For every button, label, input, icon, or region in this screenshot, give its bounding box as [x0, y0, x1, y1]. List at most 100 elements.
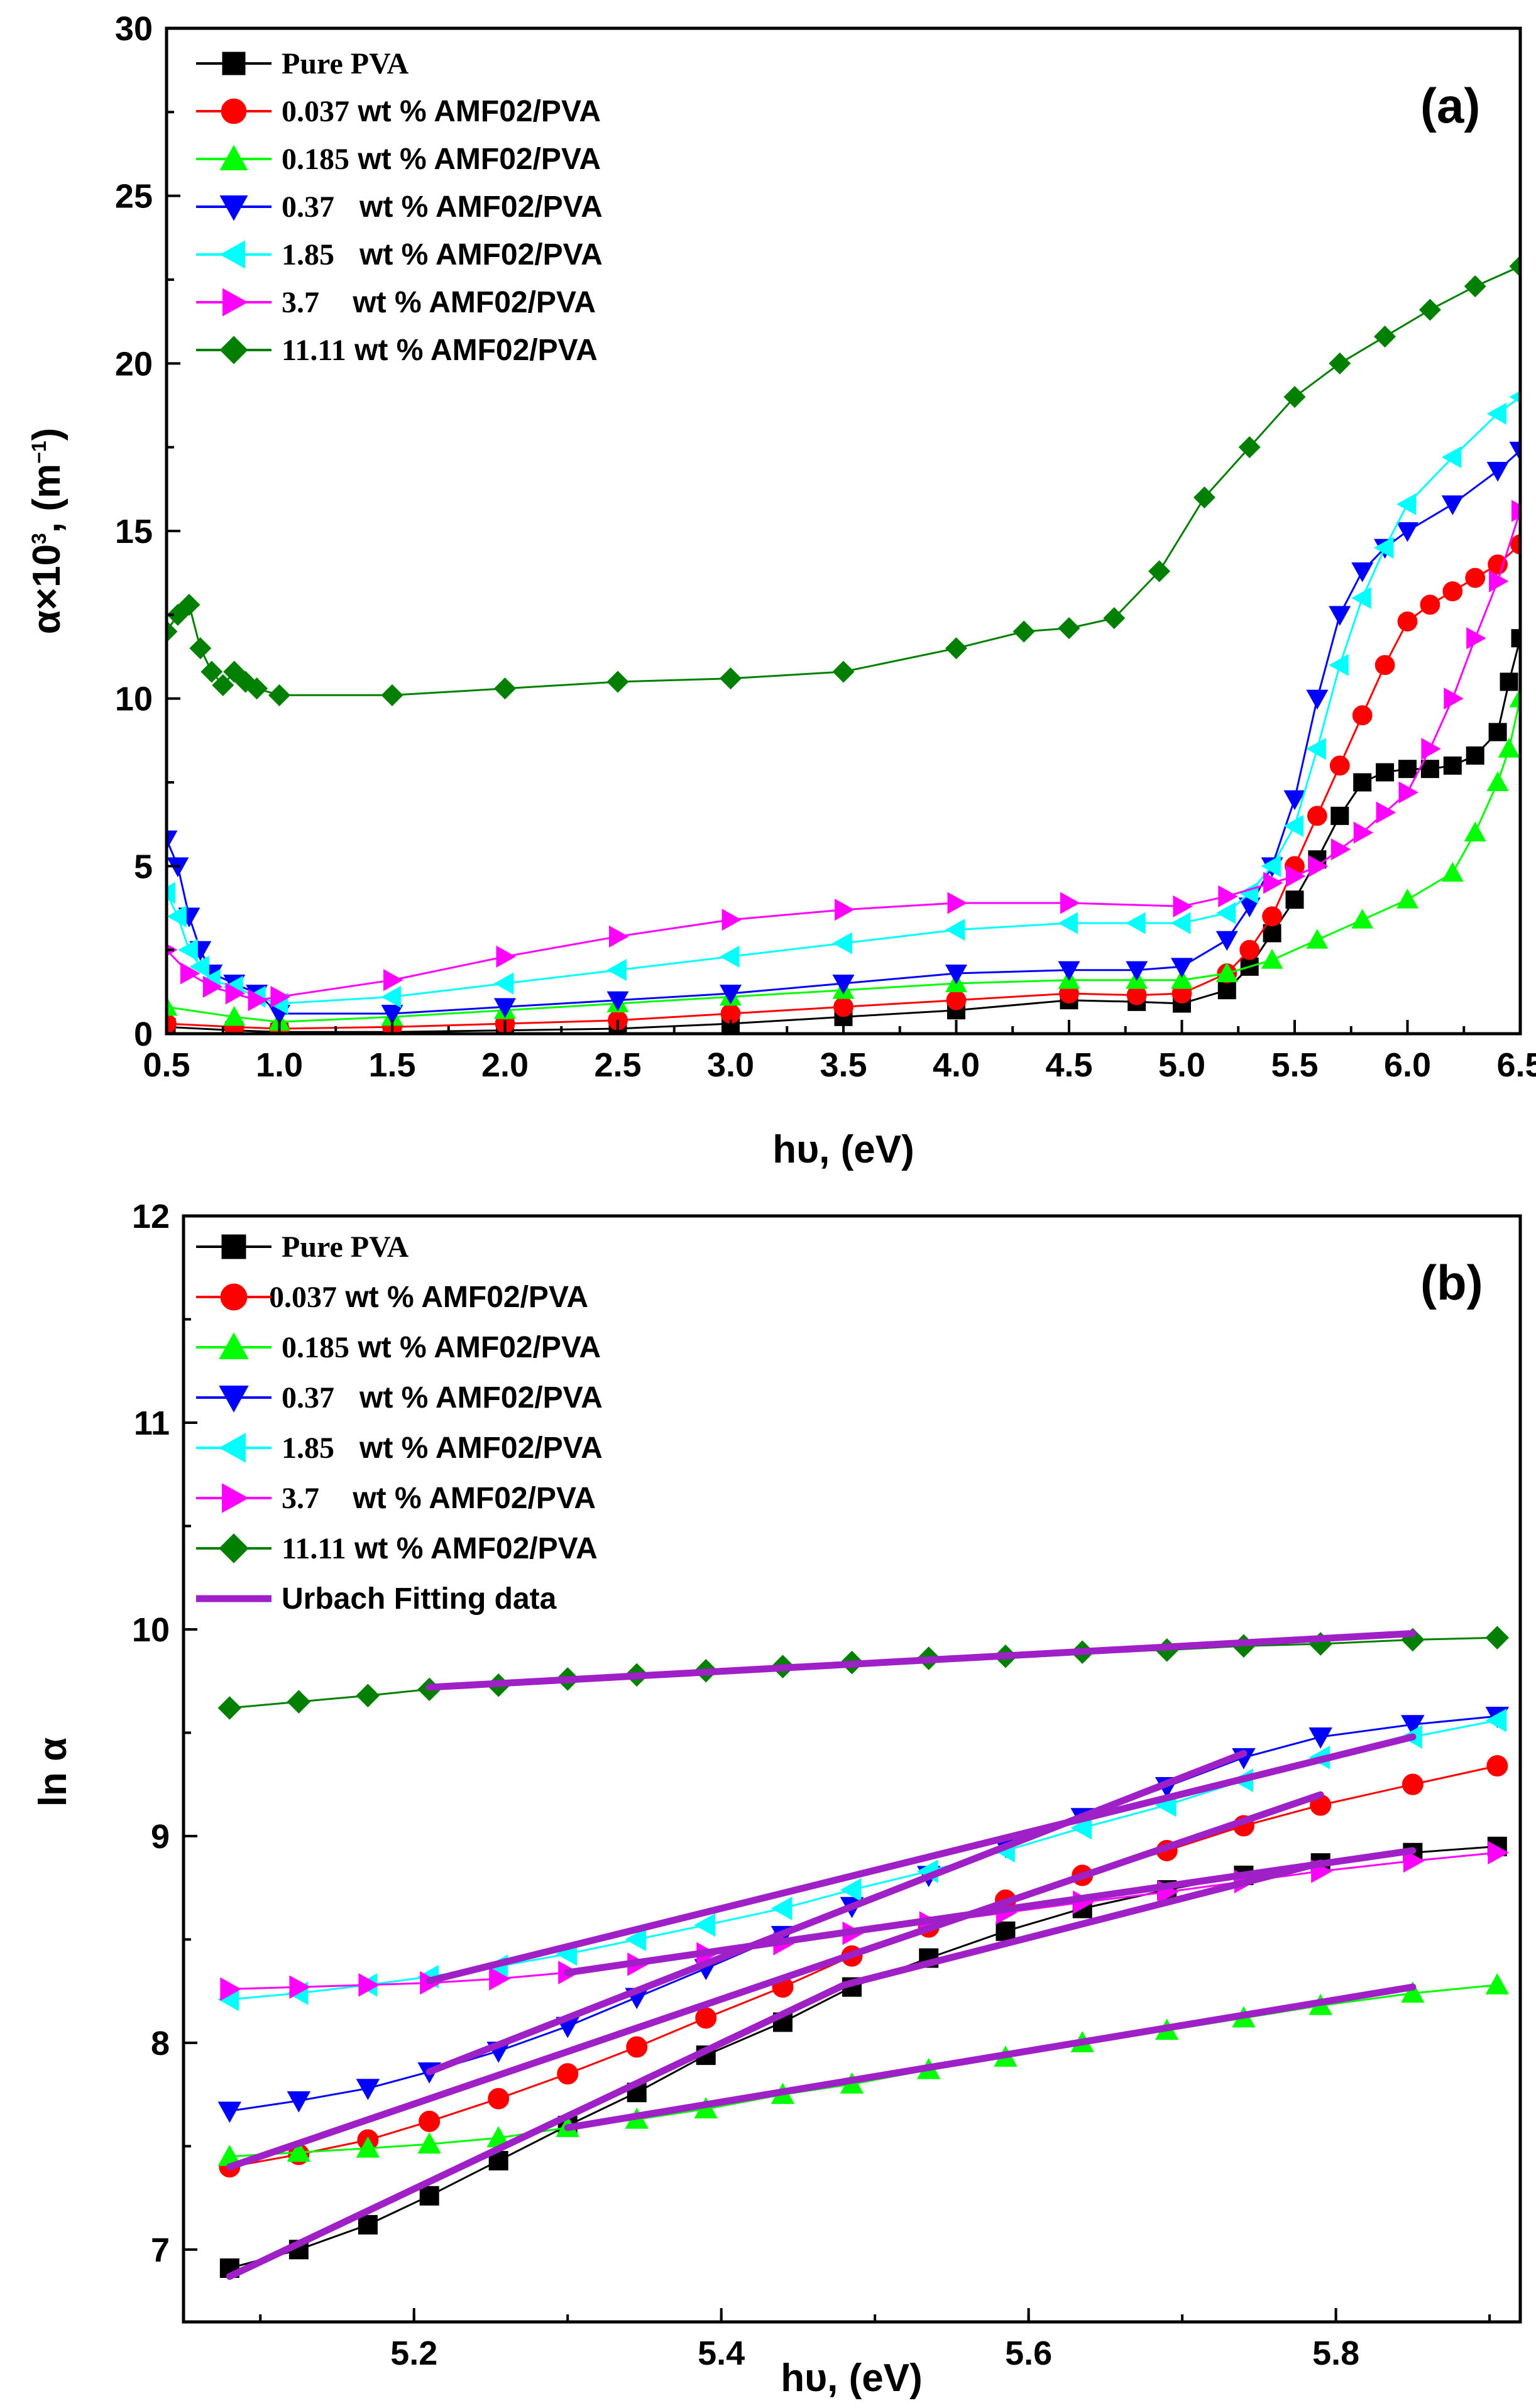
data-point-a-s5-18 — [1330, 838, 1351, 861]
x-tick-label-b-1: 5.4 — [698, 2334, 745, 2372]
legend-b-label-2: 0.185 wt % AMF02/PVA — [282, 1331, 601, 1364]
series-line-b-1 — [229, 1765, 1498, 2168]
data-point-a-s2-17 — [1441, 862, 1464, 882]
data-point-a-s5-11 — [947, 892, 967, 914]
data-point-a-s3-23 — [1351, 562, 1374, 583]
data-point-b-s3-0 — [217, 2101, 242, 2123]
panel-a-x-axis-title: hυ, (eV) — [772, 1128, 914, 1171]
data-point-b-s5-2 — [358, 1973, 380, 1997]
series-layer — [167, 255, 1520, 1034]
data-point-b-s0-3 — [419, 2186, 439, 2206]
data-point-a-s4-20 — [1283, 814, 1303, 837]
data-point-b-s3-1 — [287, 2091, 311, 2113]
legend-b-swatch-marker-4 — [219, 1433, 246, 1463]
data-point-b-s6-2 — [356, 1683, 380, 1707]
urbach-fit-line-7 — [564, 1847, 1417, 1976]
data-point-a-s2-1 — [223, 1005, 246, 1026]
panel-b-legend: Pure PVA 0.037 wt % AMF02/PVA 0.185 wt %… — [196, 1230, 603, 1616]
data-point-a-s0-14 — [1263, 924, 1281, 943]
data-point-a-s4-18 — [1238, 882, 1259, 904]
x-tick-label-a-12: 6.5 — [1496, 1046, 1536, 1084]
data-point-a-s6-20 — [1193, 486, 1215, 509]
data-point-a-s6-10 — [381, 684, 403, 706]
data-point-a-s4-26 — [1441, 446, 1462, 469]
panel-b-ticks: 5.2 5.4 5.6 5.8 7 8 9 10 11 12 — [132, 1198, 1491, 2372]
legend-a-swatch-marker-0 — [222, 52, 246, 75]
data-point-a-s5-25 — [1489, 570, 1509, 593]
data-point-b-s1-5 — [557, 2063, 579, 2085]
data-point-a-s6-18 — [1103, 607, 1126, 630]
y-tick-label-a-6: 30 — [115, 10, 153, 48]
data-point-a-s1-14 — [1262, 906, 1282, 927]
legend-b-label-fit: Urbach Fitting data — [282, 1582, 557, 1616]
data-point-b-s2-3 — [417, 2132, 441, 2154]
data-point-b-s5-17 — [1488, 1841, 1510, 1864]
urbach-fit-line-1 — [226, 1981, 848, 2280]
panel-a-ylabel-close: ) — [25, 428, 69, 441]
panel-a-legend: Pure PVA 0.037 wt % AMF02/PVA 0.185 wt %… — [196, 47, 603, 367]
data-point-a-s1-18 — [1352, 705, 1373, 726]
data-point-a-s5-7 — [496, 945, 516, 968]
data-point-a-s6-9 — [268, 684, 290, 706]
legend-b-label-0: Pure PVA — [282, 1230, 409, 1264]
data-point-a-s2-13 — [1261, 949, 1283, 969]
data-point-a-s3-0 — [167, 830, 178, 851]
data-point-b-s6-0 — [217, 1696, 242, 1720]
data-point-b-s2-16 — [1401, 1981, 1425, 2003]
y-tick-label-a-1: 5 — [134, 848, 153, 885]
legend-a-swatch-marker-5 — [222, 288, 248, 317]
data-point-a-s0-20 — [1398, 760, 1417, 779]
x-tick-label-a-8: 4.5 — [1045, 1046, 1092, 1084]
x-tick-label-a-5: 3.0 — [707, 1046, 754, 1084]
y-tick-label-a-4: 20 — [115, 345, 153, 383]
urbach-fit-line-3 — [226, 1791, 1324, 2170]
x-tick-label-a-6: 3.5 — [820, 1046, 867, 1084]
data-point-a-s0-26 — [1511, 629, 1520, 648]
data-point-a-s5-4 — [248, 989, 268, 1012]
data-point-a-s3-12 — [832, 975, 855, 995]
data-point-a-s1-17 — [1329, 755, 1350, 776]
data-point-a-s6-15 — [945, 637, 967, 660]
data-point-a-s4-23 — [1351, 587, 1371, 610]
legend-a-label-6: 11.11 wt % AMF02/PVA — [282, 334, 598, 367]
data-point-b-s2-2 — [356, 2136, 380, 2158]
data-point-a-s4-10 — [606, 959, 627, 982]
data-point-a-s5-6 — [383, 969, 403, 992]
data-point-a-s2-20 — [1498, 738, 1520, 758]
data-point-a-s3-16 — [1171, 958, 1193, 978]
data-point-a-s0-19 — [1376, 763, 1395, 782]
data-point-a-s1-25 — [1510, 534, 1520, 555]
legend-a-swatch-marker-2 — [219, 145, 248, 170]
panel-b-plot-area — [217, 1626, 1510, 2280]
panel-a-y-axis-title: α×103, (m−1) — [25, 428, 69, 634]
panel-a-ylabel-unit: , (m — [25, 464, 69, 533]
data-point-a-s1-16 — [1307, 806, 1327, 826]
data-point-a-s5-24 — [1466, 627, 1486, 650]
data-point-a-s6-2 — [178, 593, 200, 616]
x-tick-label-a-2: 1.5 — [368, 1046, 415, 1084]
data-point-a-s5-5 — [270, 985, 290, 1008]
data-point-a-s2-16 — [1396, 889, 1418, 909]
data-point-a-s5-1 — [180, 962, 200, 985]
data-point-a-s1-23 — [1465, 567, 1486, 588]
y-tick-label-a-5: 25 — [115, 178, 153, 216]
panel-a-ylabel-main: α×10 — [25, 544, 69, 634]
x-tick-label-b-2: 5.6 — [1005, 2334, 1052, 2372]
data-point-a-s0-23 — [1466, 746, 1484, 765]
data-point-a-s6-25 — [1418, 298, 1441, 321]
data-point-b-s1-17 — [1486, 1755, 1508, 1777]
data-point-b-s4-6 — [625, 1927, 647, 1952]
panel-b-y-axis-title: ln α — [31, 1738, 75, 1807]
legend-b-swatch-marker-2 — [219, 1332, 249, 1359]
data-point-a-s4-25 — [1396, 493, 1417, 515]
data-point-a-s2-21 — [1509, 687, 1520, 708]
data-point-a-s2-15 — [1351, 909, 1374, 929]
data-point-b-s3-2 — [356, 2079, 380, 2101]
y-tick-label-b-5: 12 — [132, 1198, 170, 1235]
data-point-a-s6-21 — [1238, 436, 1261, 459]
data-point-a-s3-15 — [1126, 961, 1148, 982]
data-point-b-s4-12 — [1070, 1816, 1092, 1840]
data-point-a-s3-21 — [1306, 689, 1329, 710]
data-point-a-s3-14 — [1058, 961, 1080, 982]
